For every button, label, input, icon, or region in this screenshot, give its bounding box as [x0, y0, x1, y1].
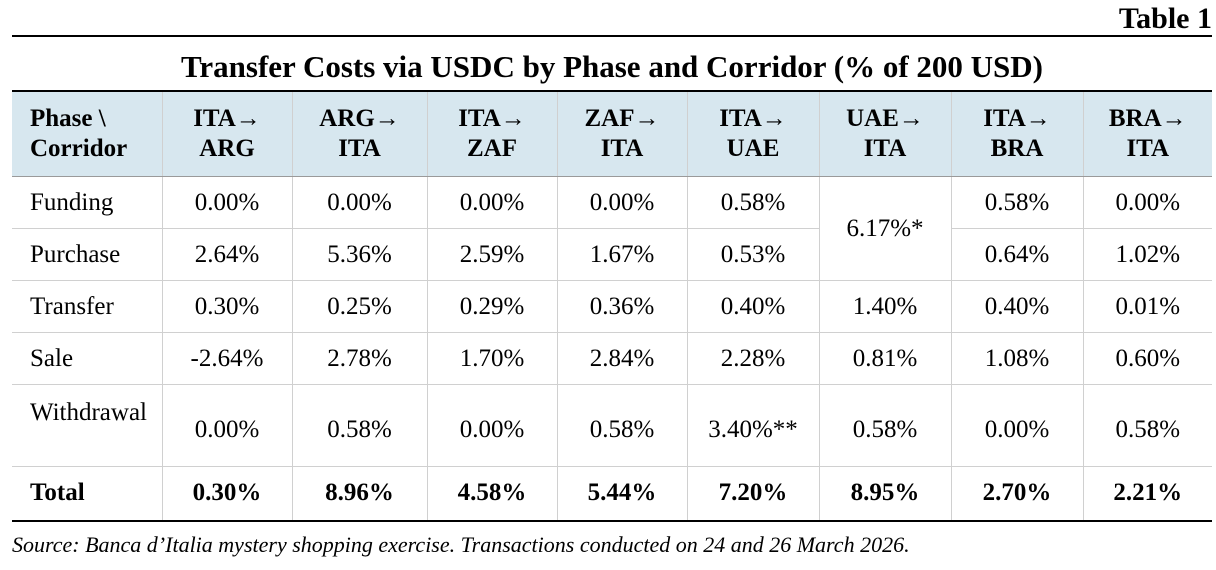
cell-funding-bra-ita: 0.00% — [1082, 176, 1212, 229]
cell-transfer-zaf-ita: 0.36% — [556, 280, 688, 333]
phase-corridor-header: Phase \ Corridor — [12, 90, 163, 177]
cell-sale-zaf-ita: 2.84% — [556, 332, 688, 385]
cell-sale-ita-zaf: 1.70% — [426, 332, 558, 385]
cell-withdrawal-ita-bra: 0.00% — [950, 384, 1084, 467]
cell-total-bra-ita: 2.21% — [1082, 466, 1212, 522]
corridor-header-text: Corridor — [30, 135, 128, 162]
cell-sale-ita-bra: 1.08% — [950, 332, 1084, 385]
phase-header-text: Phase \ — [30, 105, 106, 132]
cell-transfer-ita-arg: 0.30% — [161, 280, 293, 333]
corridor-header-ita-bra: ITA→ BRA — [950, 90, 1084, 177]
row-funding: Funding 0.00% 0.00% 0.00% 0.00% 0.58% 6.… — [12, 176, 1212, 281]
cell-total-ita-uae: 7.20% — [686, 466, 820, 522]
cell-total-zaf-ita: 5.44% — [556, 466, 688, 522]
cell-purchase-ita-uae: 0.53% — [686, 228, 820, 281]
cell-transfer-ita-bra: 0.40% — [950, 280, 1084, 333]
cell-purchase-ita-arg: 2.64% — [161, 228, 293, 281]
cell-funding-ita-zaf: 0.00% — [426, 176, 558, 229]
cell-purchase-zaf-ita: 1.67% — [556, 228, 688, 281]
cell-transfer-uae-ita: 1.40% — [818, 280, 952, 333]
transfer-costs-table: Phase \ Corridor ITA→ ARG ARG→ ITA ITA→ ZAF… — [12, 90, 1212, 522]
table-number-label: Table 1 — [1118, 2, 1212, 35]
cell-funding-ita-arg: 0.00% — [161, 176, 293, 229]
cell-funding-zaf-ita: 0.00% — [556, 176, 688, 229]
cell-withdrawal-ita-arg: 0.00% — [161, 384, 293, 467]
cell-sale-ita-arg: -2.64% — [161, 332, 293, 385]
cell-withdrawal-arg-ita: 0.58% — [291, 384, 428, 467]
corridor-header-ita-uae: ITA→ UAE — [686, 90, 820, 177]
cell-transfer-ita-uae: 0.40% — [686, 280, 820, 333]
cell-withdrawal-bra-ita: 0.58% — [1082, 384, 1212, 467]
cell-transfer-ita-zaf: 0.29% — [426, 280, 558, 333]
cell-withdrawal-uae-ita: 0.58% — [818, 384, 952, 467]
row-withdrawal: Withdrawal 0.00% 0.58% 0.00% 0.58% 3.40%… — [12, 384, 1212, 467]
row-transfer: Transfer 0.30% 0.25% 0.29% 0.36% 0.40% 1… — [12, 280, 1212, 333]
cell-transfer-arg-ita: 0.25% — [291, 280, 428, 333]
cell-sale-uae-ita: 0.81% — [818, 332, 952, 385]
row-label-transfer: Transfer — [12, 280, 163, 333]
row-label-total: Total — [12, 466, 163, 522]
cell-purchase-arg-ita: 5.36% — [291, 228, 428, 281]
corridor-header-zaf-ita: ZAF→ ITA — [556, 90, 688, 177]
cell-funding-ita-uae: 0.58% — [686, 176, 820, 229]
row-label-funding: Funding — [12, 176, 163, 229]
cell-withdrawal-ita-zaf: 0.00% — [426, 384, 558, 467]
cell-sale-arg-ita: 2.78% — [291, 332, 428, 385]
cell-funding-arg-ita: 0.00% — [291, 176, 428, 229]
table-title: Transfer Costs via USDC by Phase and Cor… — [181, 49, 1043, 84]
cell-funding-ita-bra: 0.58% — [950, 176, 1084, 229]
source-note: Source: Banca d’Italia mystery shopping … — [12, 532, 910, 557]
cell-withdrawal-zaf-ita: 0.58% — [556, 384, 688, 467]
cell-total-ita-zaf: 4.58% — [426, 466, 558, 522]
corridor-header-bra-ita: BRA→ ITA — [1082, 90, 1212, 177]
cell-transfer-bra-ita: 0.01% — [1082, 280, 1212, 333]
corridor-header-ita-arg: ITA→ ARG — [161, 90, 293, 177]
cell-total-ita-arg: 0.30% — [161, 466, 293, 522]
corridor-header-ita-zaf: ITA→ ZAF — [426, 90, 558, 177]
row-label-withdrawal: Withdrawal — [12, 384, 163, 467]
cell-withdrawal-ita-uae: 3.40%** — [686, 384, 820, 467]
cell-total-ita-bra: 2.70% — [950, 466, 1084, 522]
row-label-purchase: Purchase — [12, 228, 163, 281]
cell-total-uae-ita: 8.95% — [818, 466, 952, 522]
row-total: Total 0.30% 8.96% 4.58% 5.44% 7.20% 8.95… — [12, 466, 1212, 522]
row-label-sale: Sale — [12, 332, 163, 385]
header-row: Phase \ Corridor ITA→ ARG ARG→ ITA ITA→ ZAF… — [12, 90, 1212, 177]
row-sale: Sale -2.64% 2.78% 1.70% 2.84% 2.28% 0.81… — [12, 332, 1212, 385]
cell-sale-ita-uae: 2.28% — [686, 332, 820, 385]
row-purchase: Purchase 2.64% 5.36% 2.59% 1.67% 0.53% 0… — [12, 228, 1212, 281]
cell-purchase-ita-bra: 0.64% — [950, 228, 1084, 281]
cell-total-arg-ita: 8.96% — [291, 466, 428, 522]
cell-purchase-ita-zaf: 2.59% — [426, 228, 558, 281]
cell-sale-bra-ita: 0.60% — [1082, 332, 1212, 385]
cell-purchase-bra-ita: 1.02% — [1082, 228, 1212, 281]
cell-funding-purchase-uae-ita-merged: 6.17%* — [818, 176, 952, 281]
corridor-header-uae-ita: UAE→ ITA — [818, 90, 952, 177]
corridor-header-arg-ita: ARG→ ITA — [291, 90, 428, 177]
top-rule — [12, 35, 1212, 37]
